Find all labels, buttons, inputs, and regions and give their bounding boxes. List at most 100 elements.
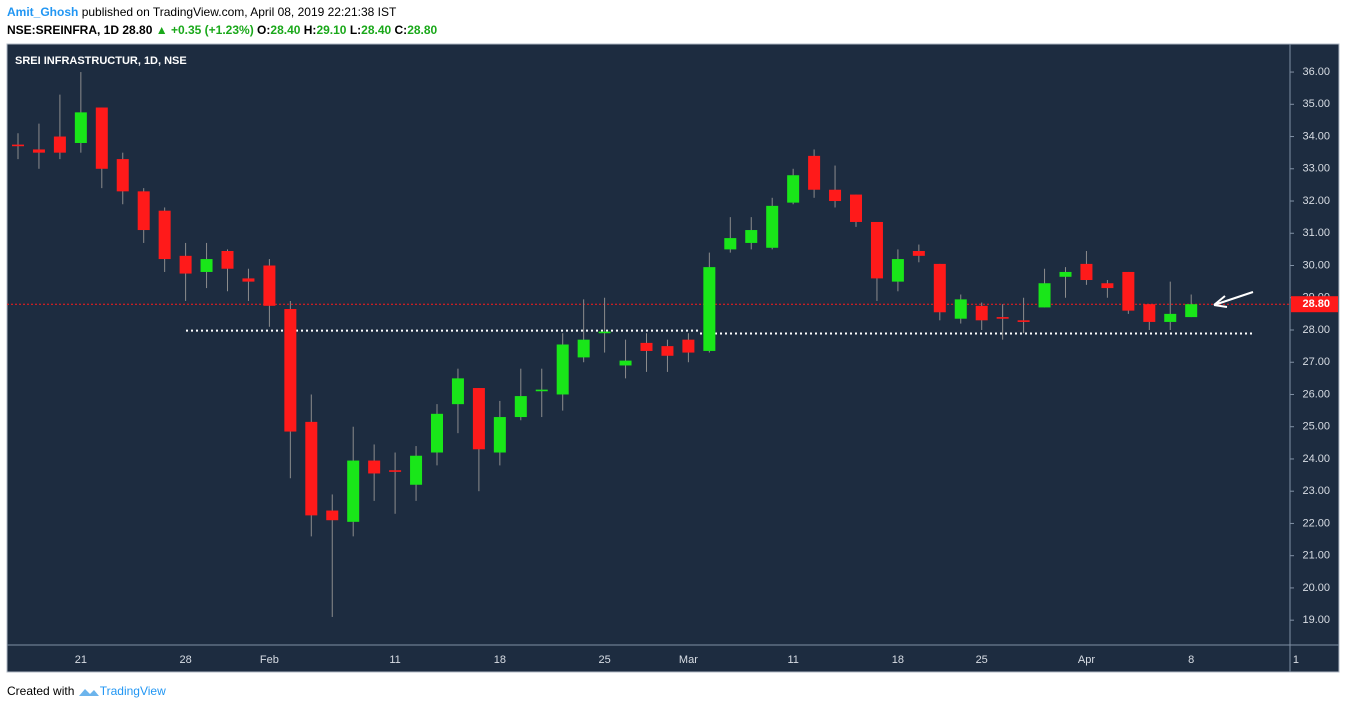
candle-body — [1101, 283, 1114, 289]
candle-body — [745, 230, 758, 243]
candle-body — [954, 299, 967, 319]
x-tick-label: 18 — [494, 654, 506, 666]
y-tick-label: 25.00 — [1302, 421, 1330, 433]
last-price-label: 28.80 — [1302, 298, 1330, 310]
ohlc-label: O: — [257, 23, 271, 37]
ohlc: O:28.40 H:29.10 L:28.40 C:28.80 — [257, 23, 437, 37]
plot: 19.00 20.00 21.00 22.00 23.00 24.00 25.00 26.00… — [7, 66, 1338, 666]
candle-body — [32, 149, 45, 153]
candle-body — [661, 346, 674, 356]
candle-body — [619, 360, 632, 366]
x-tick-label: 11 — [389, 654, 400, 666]
candle-body — [912, 250, 925, 256]
candle-body — [305, 421, 318, 516]
candle-body — [1143, 304, 1156, 322]
x-tick-label: 8 — [1188, 654, 1194, 666]
ticker-line: NSE:SREINFRA, 1D 28.80 ▲ +0.35 (+1.23%) … — [7, 23, 437, 37]
candle-body — [724, 238, 737, 250]
publish-line: Amit_Ghosh published on TradingView.com,… — [7, 5, 396, 19]
candle-body — [598, 331, 611, 334]
x-tick-label: Feb — [260, 654, 279, 666]
y-tick-label: 28.00 — [1302, 324, 1330, 336]
created-with: Created with — [7, 684, 75, 698]
y-tick-label: 33.00 — [1302, 163, 1330, 175]
candle-body — [577, 339, 590, 358]
y-tick-label: 21.00 — [1302, 550, 1330, 562]
y-tick-label: 34.00 — [1302, 130, 1330, 142]
y-tick-label: 31.00 — [1302, 227, 1330, 239]
candle-body — [431, 413, 443, 453]
y-tick-label: 35.00 — [1302, 98, 1330, 110]
candle-body — [493, 417, 506, 453]
y-tick-label: 23.00 — [1302, 485, 1330, 497]
last: 28.80 — [122, 23, 153, 37]
candle-body — [347, 460, 360, 522]
y-tick-label: 24.00 — [1302, 453, 1330, 465]
candle-body — [1059, 271, 1072, 277]
candle-body — [451, 378, 464, 405]
x-tick-label: 25 — [976, 654, 988, 666]
candle-body — [850, 194, 862, 222]
candle-body — [326, 510, 339, 521]
x-tick-label: 1 — [1293, 654, 1299, 666]
x-tick-label: 28 — [179, 654, 191, 666]
x-tick-label: 21 — [75, 654, 87, 666]
candle-body — [808, 155, 821, 190]
ohlc-label: L: — [349, 23, 362, 37]
ohlc-value: 28.40 — [270, 23, 301, 37]
candle-body — [870, 221, 883, 279]
candle-body — [95, 107, 108, 169]
ohlc-value: 28.80 — [407, 23, 438, 37]
candle-body — [200, 259, 213, 272]
y-tick-label: 30.00 — [1302, 259, 1330, 271]
candle-body — [1122, 271, 1135, 311]
candle-body — [535, 389, 548, 392]
candle-body — [410, 455, 423, 485]
y-tick-label: 26.00 — [1302, 388, 1330, 400]
footer: Created with TradingView — [7, 684, 166, 698]
chart-title: SREI INFRASTRUCTUR, 1D, NSE — [15, 55, 187, 67]
x-tick-label: 11 — [787, 654, 798, 666]
candle-body — [891, 259, 904, 282]
y-tick-label: 22.00 — [1302, 517, 1330, 529]
change: +0.35 (+1.23%) — [170, 23, 254, 37]
candle-body — [1080, 263, 1093, 281]
candle-body — [640, 342, 653, 351]
candle-body — [137, 191, 150, 231]
candle-body — [242, 278, 255, 282]
ohlc-value: 29.10 — [316, 23, 347, 37]
candle-body — [766, 205, 779, 248]
symbol: NSE:SREINFRA, 1D — [7, 23, 120, 37]
candle-body — [368, 460, 381, 474]
candle-body — [53, 136, 66, 153]
candle-body — [1038, 283, 1051, 308]
candle-body — [933, 263, 946, 313]
candle-body — [158, 210, 171, 260]
last-price-box — [1291, 296, 1338, 313]
y-tick-label: 20.00 — [1302, 582, 1330, 594]
candle-body — [703, 267, 716, 351]
published: published on TradingView.com, April 08, … — [81, 5, 397, 19]
x-tick-label: Mar — [679, 654, 698, 666]
candle-body — [12, 144, 24, 147]
candle-body — [829, 189, 842, 202]
ohlc-label: H: — [303, 23, 317, 37]
brand[interactable]: TradingView — [99, 684, 166, 698]
candle-body — [996, 317, 1009, 319]
candle-body — [682, 339, 695, 353]
annotation-arrow — [1213, 291, 1254, 308]
y-tick-label: 19.00 — [1302, 614, 1330, 626]
y-tick-label: 32.00 — [1302, 195, 1330, 207]
candle-body — [1185, 304, 1198, 318]
candle-body — [263, 265, 276, 306]
candle-body — [284, 309, 297, 432]
author[interactable]: Amit_Ghosh — [7, 5, 79, 19]
candle-body — [1164, 313, 1177, 322]
ohlc-value: 28.40 — [361, 23, 392, 37]
candle-body — [975, 305, 988, 321]
y-tick-label: 36.00 — [1302, 66, 1330, 78]
candle-body — [556, 344, 569, 395]
logo — [78, 688, 99, 696]
y-tick-label: 27.00 — [1302, 356, 1330, 368]
